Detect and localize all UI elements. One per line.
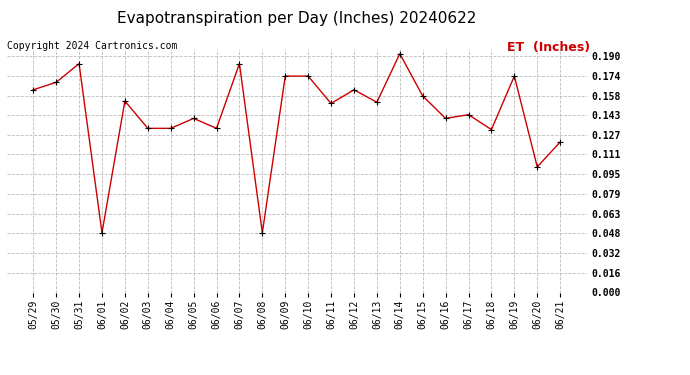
Text: ET  (Inches): ET (Inches)	[507, 41, 590, 54]
Text: Evapotranspiration per Day (Inches) 20240622: Evapotranspiration per Day (Inches) 2024…	[117, 11, 476, 26]
Text: Copyright 2024 Cartronics.com: Copyright 2024 Cartronics.com	[7, 41, 177, 51]
